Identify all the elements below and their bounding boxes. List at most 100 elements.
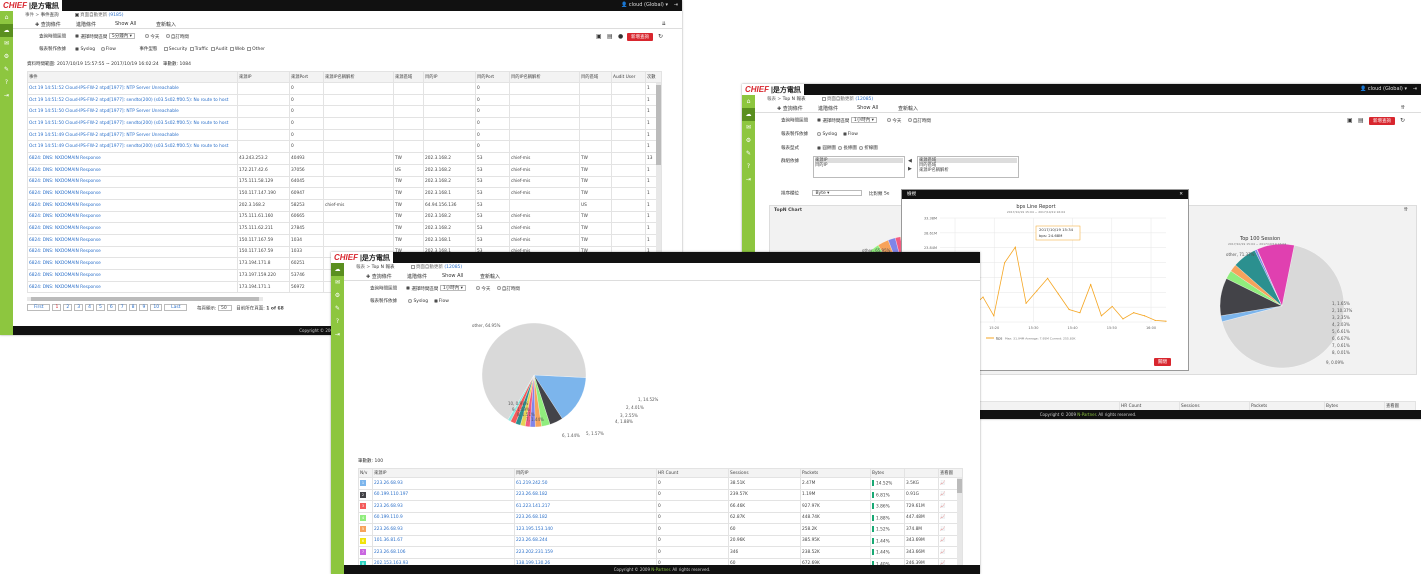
- logout-icon[interactable]: ⇥: [673, 2, 678, 8]
- table-cell[interactable]: 6824: DNS: NXDOMAIN Response: [27, 163, 238, 177]
- syslog-radio[interactable]: Syslog: [74, 46, 95, 52]
- table-cell[interactable]: 6824: DNS: NXDOMAIN Response: [27, 198, 238, 212]
- chart-link-icon[interactable]: 📈: [940, 526, 946, 532]
- col-header[interactable]: Packets: [800, 468, 871, 478]
- cat-web[interactable]: Web: [229, 46, 245, 52]
- flow-radio[interactable]: Flow: [842, 131, 858, 137]
- tab-advanced[interactable]: 進階條件: [818, 106, 839, 112]
- bps-point[interactable]: [1036, 290, 1038, 292]
- src-ip-link[interactable]: 223.26.68.93: [372, 500, 515, 513]
- bps-point[interactable]: [1111, 305, 1113, 308]
- help-icon[interactable]: ?: [335, 318, 340, 325]
- tab-show-all[interactable]: Show All: [115, 21, 137, 27]
- collapse-icon[interactable]: ⇊: [661, 21, 666, 27]
- page-link[interactable]: 5: [95, 304, 105, 311]
- custom-radio[interactable]: [496, 286, 501, 290]
- page-link[interactable]: 9: [139, 304, 149, 311]
- logout-side-icon[interactable]: ⇥: [3, 92, 10, 99]
- table-row[interactable]: 6824: DNS: NXDOMAIN Response 150.117.147.…: [27, 187, 662, 200]
- cat-other[interactable]: Other: [246, 46, 265, 52]
- tools-icon[interactable]: ✎: [745, 150, 752, 157]
- bps-point[interactable]: [1079, 312, 1081, 314]
- table-row[interactable]: Oct 19 14:51:52 Cloud-IPS-FW-2 ntpd[1977…: [27, 82, 662, 95]
- today-radio[interactable]: [476, 286, 481, 290]
- group-right-list[interactable]: 來源區域 目的區域 來源IP名稱解析: [917, 156, 1019, 178]
- auto-update-toggle[interactable]: 頁面自動更新 (12085): [410, 264, 462, 270]
- logout-icon[interactable]: ⇥: [1412, 86, 1417, 92]
- src-ip-link[interactable]: 101.36.81.67: [372, 534, 515, 547]
- table-row[interactable]: 5 223.26.68.93 123.195.153.140 0 60 258.2K 1.5…: [358, 523, 963, 536]
- table-cell[interactable]: Oct 19 14:51:52 Cloud-IPS-FW-2 ntpd[1977…: [27, 93, 238, 107]
- tab-query[interactable]: ✚ 查詢條件: [777, 106, 803, 112]
- submit-button[interactable]: 新增查詢: [627, 33, 653, 41]
- dialog-close-button[interactable]: 關閉: [1154, 358, 1171, 366]
- table-cell[interactable]: Oct 19 14:51:49 Cloud-IPS-FW-2 ntpd[1977…: [27, 128, 238, 142]
- tab-show-all[interactable]: Show All: [857, 105, 879, 111]
- save-icon[interactable]: ▣: [1347, 117, 1353, 124]
- h-scrollbar[interactable]: [27, 297, 263, 301]
- refresh-icon[interactable]: ↻: [658, 33, 664, 40]
- time-select[interactable]: 1小時內 ▾: [850, 117, 877, 123]
- custom-radio[interactable]: [907, 118, 912, 122]
- table-cell[interactable]: Oct 19 14:51:50 Cloud-IPS-FW-2 ntpd[1977…: [27, 117, 238, 130]
- gear-icon[interactable]: ⚙: [334, 292, 341, 299]
- time-radio[interactable]: [75, 34, 80, 38]
- tab-new-input[interactable]: 查新輸入: [156, 22, 177, 28]
- print-icon[interactable]: ▤: [1358, 117, 1364, 124]
- chart-link-icon[interactable]: 📈: [940, 480, 946, 486]
- table-cell[interactable]: 6824: DNS: NXDOMAIN Response: [27, 257, 238, 270]
- sort-select[interactable]: Byte ▾: [812, 190, 863, 196]
- time-select[interactable]: 5分鐘內 ▾: [108, 33, 135, 39]
- table-scrollbar[interactable]: [656, 83, 661, 315]
- user-menu[interactable]: 👤 cloud (Global) ▾: [621, 2, 668, 8]
- table-cell[interactable]: 6824: DNS: NXDOMAIN Response: [27, 269, 238, 282]
- bps-point[interactable]: [1143, 315, 1146, 317]
- col-header[interactable]: 事件: [27, 71, 238, 83]
- time-radio[interactable]: [817, 118, 822, 122]
- time-radio[interactable]: [406, 286, 411, 290]
- src-ip-link[interactable]: 60.199.110.9: [372, 511, 515, 524]
- tab-new-input[interactable]: 查新輸入: [480, 274, 501, 280]
- src-ip-link[interactable]: 223.26.68.106: [372, 546, 515, 559]
- table-row[interactable]: Oct 19 14:51:50 Cloud-IPS-FW-2 ntpd[1977…: [27, 117, 662, 130]
- gear-icon[interactable]: ⚙: [745, 137, 752, 144]
- table-cell[interactable]: 6824: DNS: NXDOMAIN Response: [27, 175, 238, 189]
- page-link[interactable]: 3: [74, 304, 84, 311]
- table-cell[interactable]: Oct 19 14:51:52 Cloud-IPS-FW-2 ntpd[1977…: [27, 82, 238, 95]
- tab-query[interactable]: ✚ 查詢條件: [366, 274, 392, 280]
- home-icon[interactable]: ⌂: [4, 14, 9, 21]
- legend-label[interactable]: bps: [996, 337, 1002, 341]
- table-cell[interactable]: 6824: DNS: NXDOMAIN Response: [27, 280, 238, 294]
- cat-security[interactable]: Security: [163, 46, 187, 52]
- table-cell[interactable]: 6824: DNS: NXDOMAIN Response: [27, 187, 238, 200]
- dst-ip-link[interactable]: 223.26.68.182: [514, 511, 657, 524]
- print-icon[interactable]: ▤: [607, 33, 613, 40]
- flow-radio[interactable]: Flow: [433, 298, 449, 304]
- table-row[interactable]: 7 223.26.68.106 223.202.231.159 0 346 238.52K…: [358, 546, 963, 559]
- move-buttons[interactable]: ◀ ▶: [908, 158, 912, 172]
- col-header[interactable]: 來源Port: [289, 71, 324, 83]
- close-icon[interactable]: ✕: [1179, 192, 1183, 197]
- tab-show-all[interactable]: Show All: [442, 273, 464, 279]
- page-link[interactable]: 10: [150, 304, 163, 311]
- page-link[interactable]: 8: [128, 304, 138, 311]
- user-menu[interactable]: 👤 cloud (Global) ▾: [1360, 86, 1407, 92]
- table-cell[interactable]: Oct 19 14:51:50 Cloud-IPS-FW-2 ntpd[1977…: [27, 105, 238, 119]
- col-header[interactable]: 來源IP名稱解析: [323, 71, 394, 83]
- submit-button[interactable]: 新增查詢: [1369, 117, 1395, 125]
- chart-link-icon[interactable]: 📈: [940, 492, 946, 498]
- table-cell[interactable]: Oct 19 14:51:49 Cloud-IPS-FW-2 ntpd[1977…: [27, 140, 238, 154]
- group-left-list[interactable]: 來源IP 目的IP: [813, 156, 905, 178]
- table-row[interactable]: Oct 19 14:51:52 Cloud-IPS-FW-2 ntpd[1977…: [27, 93, 662, 107]
- page-link[interactable]: 1: [52, 304, 62, 311]
- col-header[interactable]: 目的IP名稱解析: [509, 71, 580, 83]
- page-link[interactable]: Last: [164, 304, 188, 311]
- tools-icon[interactable]: ✎: [3, 66, 10, 73]
- dst-ip-link[interactable]: 61.223.141.217: [514, 500, 657, 513]
- col-header[interactable]: 目的IP: [423, 71, 476, 83]
- chart-link-icon[interactable]: 📈: [940, 515, 946, 521]
- today-radio[interactable]: [887, 118, 892, 122]
- logout-side-icon[interactable]: ⇥: [745, 176, 752, 183]
- page-link[interactable]: First: [27, 304, 51, 311]
- tab-query[interactable]: ✚ 查詢條件: [35, 22, 61, 28]
